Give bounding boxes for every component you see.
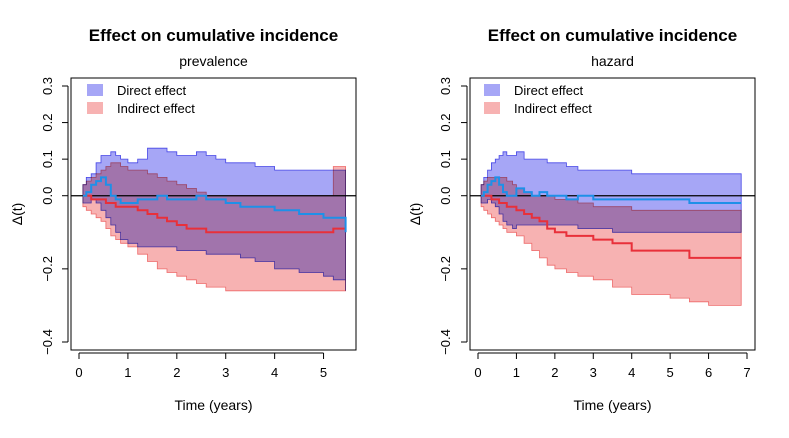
x-tick-label: 5 xyxy=(320,365,327,380)
chart-title: Effect on cumulative incidence xyxy=(488,26,737,45)
y-tick-label: −0.4 xyxy=(438,329,453,355)
plot-frame xyxy=(70,77,357,351)
x-tick-label: 1 xyxy=(513,365,520,380)
y-tick-label: 0.1 xyxy=(438,150,453,168)
chart-subtitle: prevalence xyxy=(179,53,248,69)
x-tick-label: 5 xyxy=(667,365,674,380)
y-tick-label: −0.4 xyxy=(40,329,55,355)
y-tick-label: 0.0 xyxy=(438,187,453,205)
legend-label: Direct effect xyxy=(117,83,187,98)
x-tick-label: 4 xyxy=(271,365,278,380)
legend-swatch xyxy=(484,84,500,96)
indirect-effect-band xyxy=(82,162,346,292)
x-tick-label: 2 xyxy=(173,365,180,380)
indirect-effect-line xyxy=(82,194,346,234)
y-tick-label: 0.3 xyxy=(40,77,55,95)
legend-label: Indirect effect xyxy=(117,101,195,116)
x-axis-label: Time (years) xyxy=(174,397,252,413)
x-tick-label: 0 xyxy=(474,365,481,380)
chart-subtitle: hazard xyxy=(591,53,634,69)
plot-area xyxy=(470,151,755,306)
legend-swatch xyxy=(87,102,103,114)
legend: Direct effect Indirect effect xyxy=(87,83,195,116)
y-axis: −0.4 −0.2 0.0 0.1 0.2 0.3 xyxy=(438,77,468,355)
x-tick-label: 1 xyxy=(124,365,131,380)
chart-prevalence: Effect on cumulative incidence prevalence… xyxy=(9,26,357,413)
direct-effect-line xyxy=(481,176,742,204)
x-axis: 0 1 2 3 4 5 6 7 xyxy=(474,352,751,380)
y-tick-label: 0.2 xyxy=(40,114,55,132)
x-tick-label: 6 xyxy=(705,365,712,380)
legend-swatch xyxy=(87,84,103,96)
y-tick-label: −0.2 xyxy=(40,256,55,282)
x-tick-label: 3 xyxy=(590,365,597,380)
x-tick-label: 7 xyxy=(743,365,750,380)
plot-frame xyxy=(469,77,756,351)
legend-swatch xyxy=(484,102,500,114)
y-axis: −0.4 −0.2 0.0 0.1 0.2 0.3 xyxy=(40,77,69,355)
legend-label: Direct effect xyxy=(514,83,584,98)
y-tick-label: −0.2 xyxy=(438,256,453,282)
plot-area xyxy=(71,147,356,292)
chart-title: Effect on cumulative incidence xyxy=(89,26,338,45)
y-tick-label: 0.2 xyxy=(438,114,453,132)
y-tick-label: 0.3 xyxy=(438,77,453,95)
x-tick-label: 4 xyxy=(628,365,635,380)
chart-hazard: Effect on cumulative incidence hazard 0 1 2 3… xyxy=(407,26,756,413)
y-tick-label: 0.0 xyxy=(40,187,55,205)
y-axis-label: Δ(t) xyxy=(9,203,25,226)
x-tick-label: 3 xyxy=(222,365,229,380)
y-axis-label: Δ(t) xyxy=(407,203,423,226)
y-tick-label: 0.1 xyxy=(40,150,55,168)
indirect-effect-line xyxy=(481,194,742,259)
x-tick-label: 0 xyxy=(75,365,82,380)
legend: Direct effect Indirect effect xyxy=(484,83,592,116)
legend-label: Indirect effect xyxy=(514,101,592,116)
direct-effect-line xyxy=(82,176,347,233)
x-tick-label: 2 xyxy=(551,365,558,380)
x-axis: 0 1 2 3 4 5 xyxy=(75,352,327,380)
x-axis-label: Time (years) xyxy=(573,397,651,413)
